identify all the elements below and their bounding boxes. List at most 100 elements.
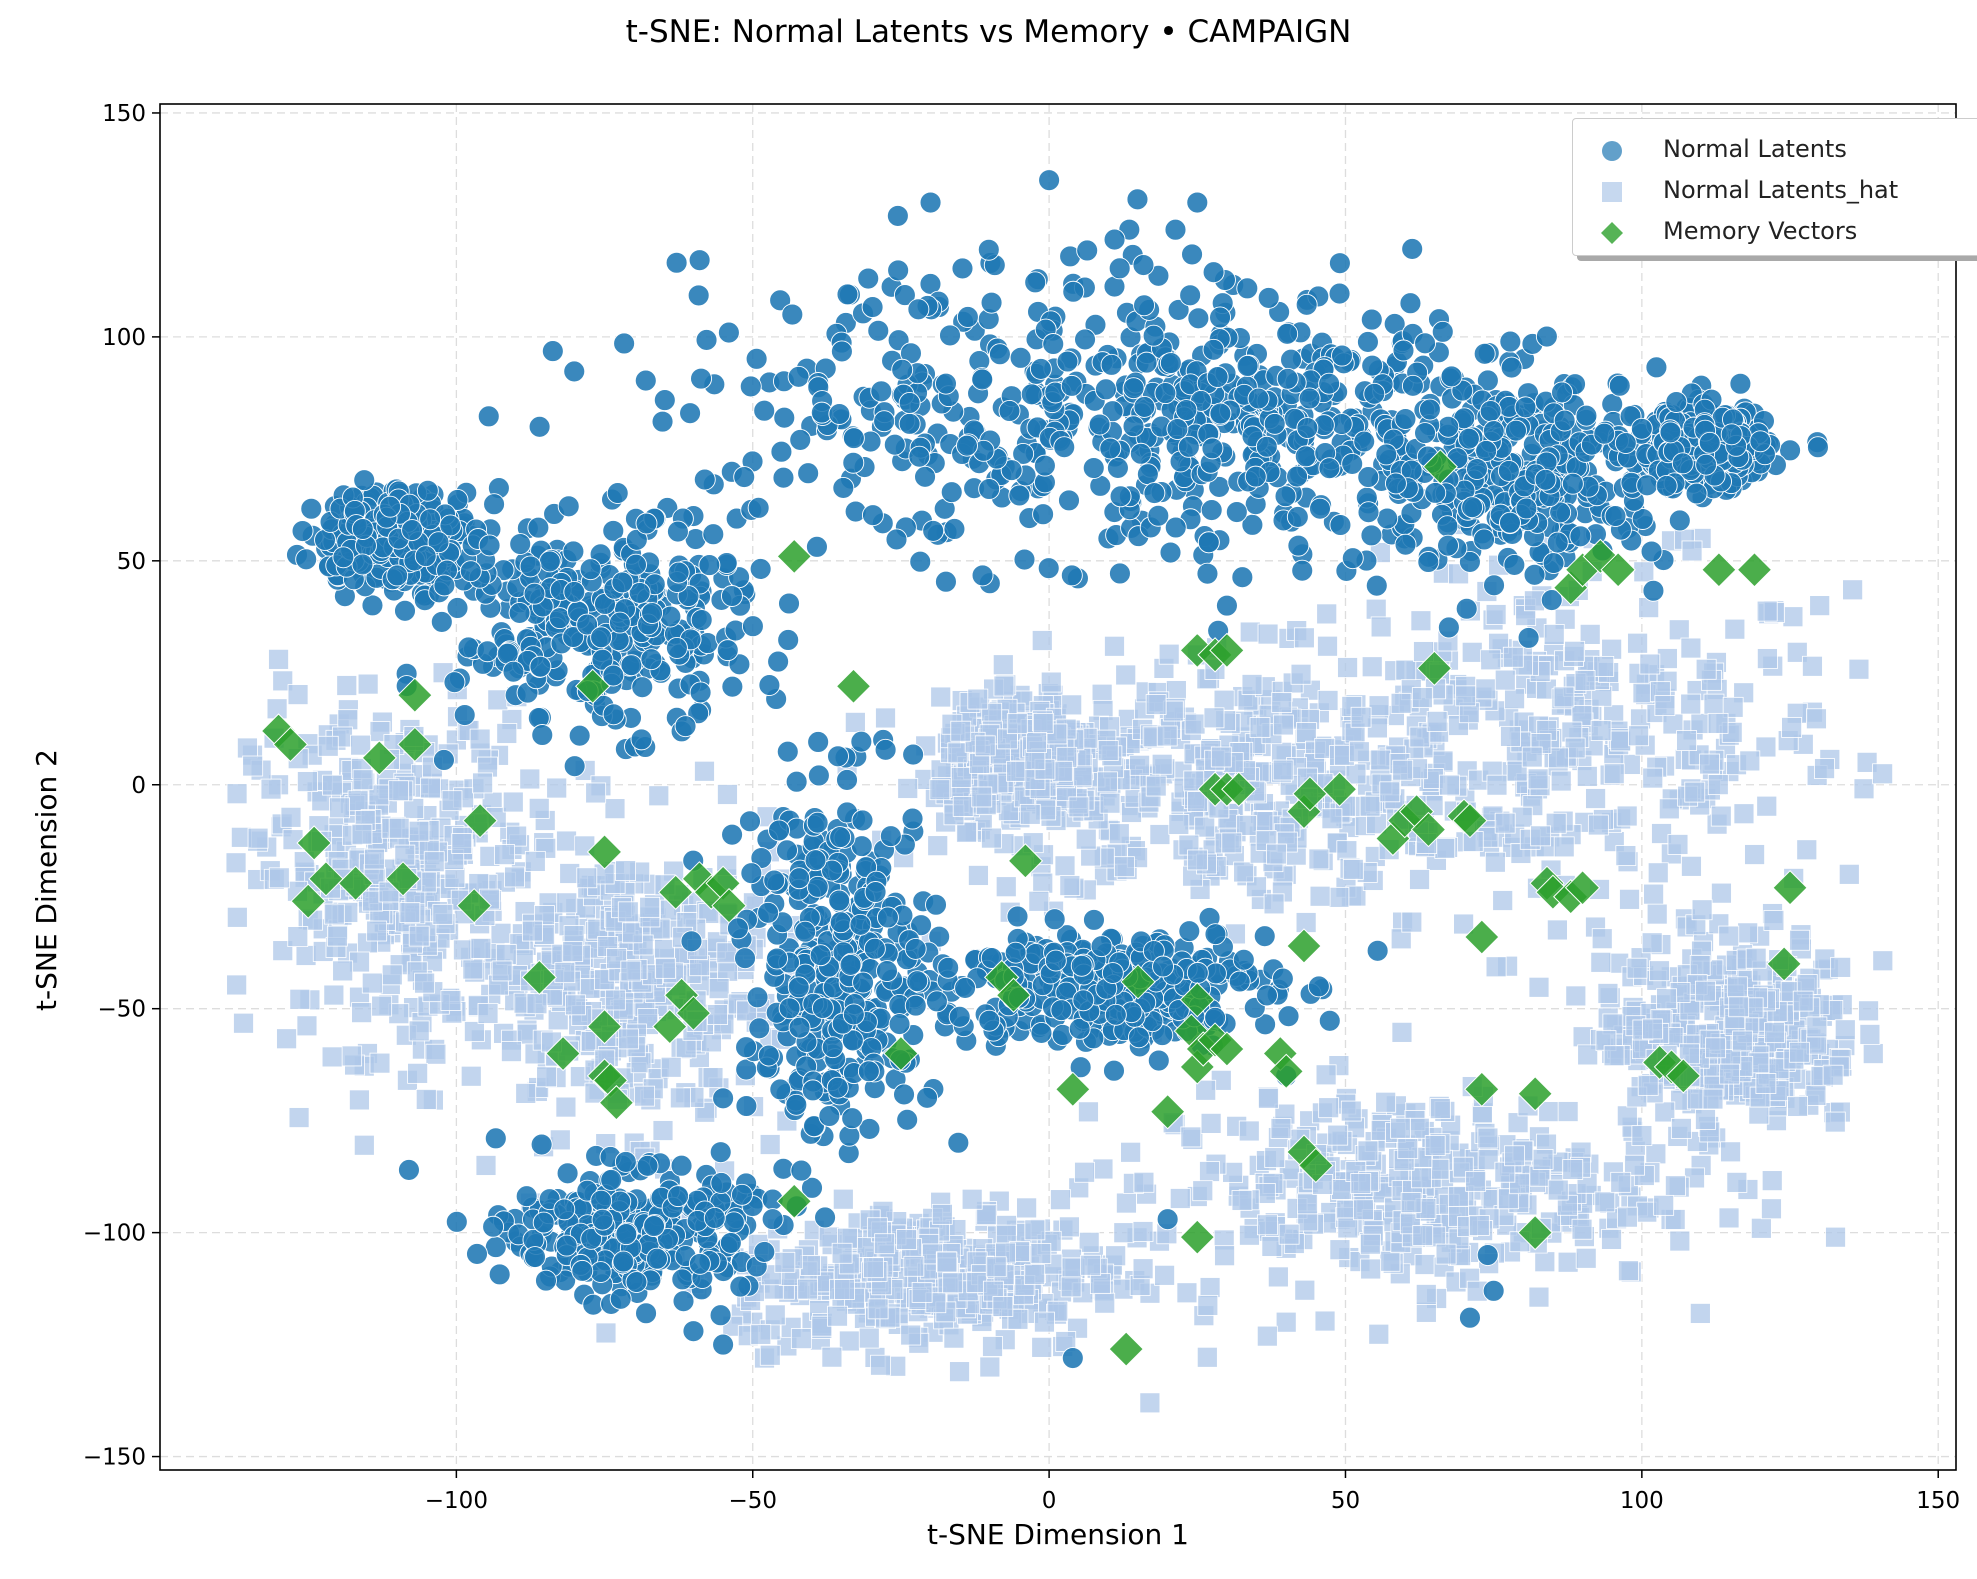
normal-latents-hat-point	[1200, 1112, 1222, 1134]
normal-latents-point	[1257, 286, 1280, 309]
normal-latents-hat-point	[1689, 1303, 1711, 1324]
normal-latents-hat-point	[1858, 1000, 1879, 1022]
normal-latents-hat-point	[287, 684, 309, 705]
normal-latents-hat-point	[936, 1251, 958, 1273]
normal-latents-hat-point	[475, 1155, 497, 1176]
normal-latents-hat-point	[233, 1012, 254, 1034]
normal-latents-hat-point	[1293, 627, 1315, 649]
normal-latents-point	[721, 585, 743, 607]
normal-latents-hat-point	[1656, 988, 1678, 1010]
normal-latents-hat-point	[1366, 717, 1388, 739]
normal-latents-hat-point	[287, 926, 309, 947]
normal-latents-hat-point	[423, 851, 445, 873]
normal-latents-point	[1417, 551, 1440, 573]
normal-latents-point	[1056, 350, 1079, 373]
normal-latents-hat-point	[494, 844, 515, 865]
normal-latents-point	[1280, 348, 1302, 371]
normal-latents-point	[1569, 525, 1592, 548]
normal-latents-hat-point	[1806, 1016, 1828, 1038]
normal-latents-hat-point	[1032, 712, 1054, 734]
normal-latents-point	[563, 360, 586, 383]
normal-latents-hat-point	[1023, 1263, 1045, 1285]
normal-latents-hat-point	[366, 920, 388, 942]
normal-latents-point	[291, 520, 314, 542]
normal-latents-point	[716, 639, 739, 662]
normal-latents-hat-point	[1848, 658, 1870, 680]
normal-latents-point	[1749, 430, 1772, 453]
normal-latents-hat-point	[394, 844, 416, 866]
normal-latents-hat-point	[506, 825, 528, 847]
normal-latents-hat-point	[1761, 1198, 1782, 1220]
normal-latents-point	[1729, 372, 1752, 395]
normal-latents-point	[528, 415, 551, 438]
normal-latents-point	[861, 504, 884, 527]
normal-latents-hat-point	[288, 1107, 310, 1128]
normal-latents-hat-point	[800, 1255, 821, 1276]
normal-latents-point	[666, 520, 689, 543]
normal-latents-hat-point	[432, 903, 454, 925]
normal-latents-hat-point	[462, 958, 484, 980]
normal-latents-hat-point	[1414, 1254, 1436, 1275]
normal-latents-point	[770, 440, 793, 463]
normal-latents-hat-point	[1680, 693, 1702, 715]
normal-latents-hat-point	[1149, 824, 1171, 845]
normal-latents-point	[695, 328, 718, 351]
normal-latents-hat-point	[867, 1298, 889, 1320]
normal-latents-hat-point	[1830, 956, 1852, 978]
normal-latents-hat-point	[1272, 714, 1294, 736]
normal-latents-hat-point	[961, 1188, 983, 1210]
normal-latents-hat-point	[1145, 775, 1167, 797]
normal-latents-hat-point	[1235, 814, 1257, 836]
normal-latents-hat-point	[1327, 1124, 1349, 1146]
normal-latents-hat-point	[1194, 816, 1216, 838]
normal-latents-hat-point	[1424, 1135, 1446, 1156]
normal-latents-point	[1341, 547, 1364, 570]
normal-latents-point	[1645, 356, 1668, 379]
normal-latents-point	[667, 561, 690, 584]
normal-latents-hat-point	[1718, 1207, 1740, 1229]
normal-latents-hat-point	[717, 784, 738, 805]
normal-latents-point	[606, 482, 629, 505]
normal-latents-hat-point	[1719, 1063, 1741, 1085]
normal-latents-hat-point	[1080, 1254, 1102, 1276]
normal-latents-point	[1535, 325, 1558, 348]
normal-latents-hat-point	[556, 830, 577, 852]
normal-latents-hat-point	[361, 972, 383, 994]
normal-latents-point	[1009, 346, 1032, 369]
normal-latents-point	[640, 648, 663, 671]
normal-latents-hat-point	[469, 728, 491, 750]
normal-latents-point	[1318, 457, 1341, 480]
normal-latents-hat-point	[1187, 849, 1208, 871]
normal-latents-hat-point	[1032, 872, 1054, 894]
normal-latents-hat-point	[1590, 720, 1612, 741]
normal-latents-point	[635, 512, 658, 535]
normal-latents-hat-point	[1577, 1044, 1599, 1066]
normal-latents-point	[300, 497, 323, 520]
normal-latents-point	[1295, 293, 1318, 316]
normal-latents-point	[1329, 514, 1352, 536]
normal-latents-hat-point	[1390, 1117, 1411, 1139]
normal-latents-hat-point	[1213, 689, 1235, 711]
normal-latents-point	[690, 367, 712, 390]
normal-latents-hat-point	[1411, 687, 1433, 708]
normal-latents-hat-point	[1550, 770, 1572, 792]
normal-latents-point	[971, 368, 994, 391]
normal-latents-point	[1476, 1244, 1499, 1266]
normal-latents-hat-point	[408, 925, 430, 947]
normal-latents-hat-point	[1214, 1245, 1235, 1267]
normal-latents-hat-point	[1359, 795, 1381, 817]
normal-latents-point	[935, 372, 957, 395]
normal-latents-hat-point	[903, 1255, 925, 1277]
normal-latents-hat-point	[956, 821, 977, 843]
normal-latents-hat-point	[1314, 1310, 1336, 1332]
normal-latents-hat-point	[1257, 1214, 1278, 1236]
normal-latents-point	[1159, 352, 1182, 374]
normal-latents-point	[1515, 497, 1538, 520]
normal-latents-hat-point	[1781, 717, 1803, 738]
normal-latents-point	[459, 560, 482, 583]
normal-latents-point	[519, 555, 542, 578]
normal-latents-point	[914, 465, 936, 488]
normal-latents-hat-point	[1006, 760, 1028, 782]
normal-latents-point	[777, 629, 800, 651]
normal-latents-point	[1042, 333, 1065, 355]
